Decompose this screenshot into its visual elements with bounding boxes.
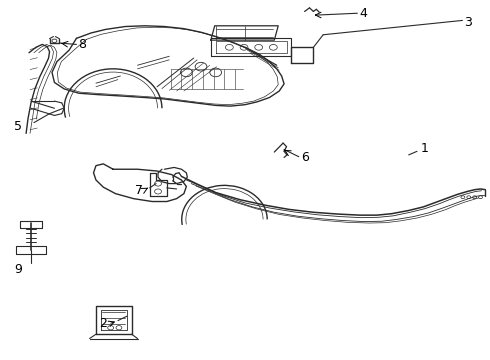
Text: 8: 8 [78, 38, 86, 51]
Text: 4: 4 [359, 8, 367, 21]
Text: 5: 5 [14, 120, 22, 133]
Text: 2: 2 [99, 317, 107, 330]
Text: 1: 1 [421, 142, 429, 155]
Text: 9: 9 [14, 263, 22, 276]
Text: 3: 3 [464, 16, 472, 29]
Text: 7: 7 [135, 184, 144, 197]
Text: 6: 6 [301, 151, 309, 164]
